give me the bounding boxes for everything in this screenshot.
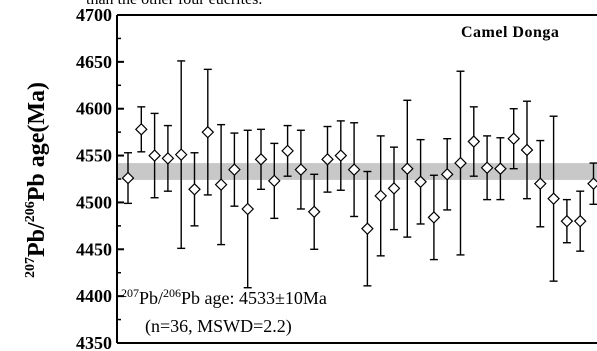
diamond-marker bbox=[387, 182, 401, 195]
diamond-marker bbox=[241, 202, 255, 216]
data-point-3 bbox=[148, 112, 161, 199]
age-annotation-line2: (n=36, MSWD=2.2) bbox=[145, 316, 292, 337]
y-tick-label: 4600 bbox=[76, 99, 112, 119]
y-axis-label: 207Pb/206Pb age(Ma) bbox=[23, 82, 50, 278]
data-point-7 bbox=[201, 68, 215, 196]
diamond-marker bbox=[587, 177, 597, 191]
data-point-34 bbox=[560, 198, 574, 244]
y-label-pb1: Pb/ bbox=[24, 222, 50, 257]
data-point-18 bbox=[347, 122, 361, 218]
diamond-marker bbox=[281, 144, 294, 158]
diamond-marker bbox=[374, 189, 388, 203]
data-point-10 bbox=[241, 129, 255, 289]
data-point-26 bbox=[454, 70, 467, 256]
data-point-20 bbox=[374, 135, 388, 257]
y-label-rest: Pb age(Ma) bbox=[24, 82, 50, 201]
data-point-25 bbox=[440, 138, 454, 211]
data-point-9 bbox=[228, 132, 241, 207]
diamond-marker bbox=[294, 163, 308, 176]
anno-sup-206: 206 bbox=[163, 286, 181, 300]
data-point-2 bbox=[134, 106, 148, 153]
data-point-1 bbox=[121, 152, 135, 205]
y-tick-label: 4450 bbox=[76, 239, 112, 259]
diamond-marker bbox=[520, 143, 534, 157]
diamond-marker bbox=[254, 152, 268, 166]
data-point-30 bbox=[507, 108, 521, 170]
diamond-marker bbox=[321, 152, 334, 166]
y-tick-label: 4400 bbox=[76, 286, 112, 306]
y-label-sup-206: 206 bbox=[23, 201, 38, 222]
data-point-32 bbox=[533, 139, 547, 228]
y-label-sup-207: 207 bbox=[23, 257, 38, 278]
data-point-24 bbox=[427, 174, 441, 261]
diamond-marker bbox=[228, 163, 241, 176]
data-point-14 bbox=[294, 129, 308, 210]
diamond-marker bbox=[560, 214, 574, 228]
diamond-marker bbox=[454, 156, 467, 170]
data-point-35 bbox=[573, 190, 587, 252]
diamond-marker bbox=[440, 167, 454, 181]
diamond-marker bbox=[347, 163, 361, 176]
data-point-17 bbox=[334, 120, 348, 191]
anno-age-text: Pb age: 4533±10Ma bbox=[181, 288, 327, 308]
data-point-27 bbox=[467, 106, 481, 177]
diamond-marker bbox=[214, 178, 228, 191]
diamond-marker bbox=[414, 175, 427, 189]
diamond-marker bbox=[427, 211, 441, 224]
diamond-marker bbox=[121, 171, 135, 185]
diamond-marker bbox=[148, 149, 161, 162]
diamond-marker bbox=[507, 132, 521, 146]
data-point-36 bbox=[587, 162, 597, 206]
data-point-15 bbox=[307, 173, 321, 250]
diamond-marker bbox=[573, 214, 587, 228]
y-ticks: 4350 4400 4450 4500 4550 4600 4650 4700 bbox=[76, 5, 124, 351]
y-tick-label: 4350 bbox=[76, 333, 112, 351]
y-tick-label: 4650 bbox=[76, 52, 112, 72]
diamond-marker bbox=[547, 192, 560, 206]
data-point-23 bbox=[414, 138, 427, 225]
diamond-marker bbox=[494, 162, 507, 176]
diamond-marker bbox=[267, 174, 281, 188]
diamond-marker bbox=[307, 205, 321, 219]
diamond-marker bbox=[134, 122, 148, 136]
data-point-5 bbox=[174, 60, 188, 250]
data-point-31 bbox=[520, 100, 534, 200]
diamond-marker bbox=[174, 148, 188, 161]
data-point-22 bbox=[400, 99, 414, 238]
data-point-6 bbox=[188, 152, 201, 227]
data-points bbox=[121, 60, 597, 289]
data-point-11 bbox=[254, 128, 268, 191]
diamond-marker bbox=[334, 149, 348, 162]
data-point-16 bbox=[321, 125, 334, 193]
clipped-caption-text: than the other four eucrites. bbox=[86, 0, 262, 9]
data-point-8 bbox=[214, 123, 228, 246]
diamond-marker bbox=[188, 182, 201, 196]
y-tick-label: 4700 bbox=[76, 5, 112, 25]
diamond-marker bbox=[161, 152, 175, 165]
age-annotation-line1: 207Pb/206Pb age: 4533±10Ma bbox=[121, 286, 327, 308]
diamond-marker bbox=[480, 161, 494, 175]
diamond-marker bbox=[400, 162, 414, 176]
diamond-marker bbox=[467, 135, 481, 148]
data-point-13 bbox=[281, 124, 294, 177]
y-tick-label: 4550 bbox=[76, 146, 112, 166]
data-point-19 bbox=[361, 170, 374, 287]
diamond-marker bbox=[361, 222, 374, 236]
anno-sup-207: 207 bbox=[121, 286, 139, 300]
data-point-33 bbox=[547, 115, 560, 282]
anno-pb1: Pb/ bbox=[139, 288, 163, 308]
diamond-marker bbox=[533, 177, 547, 191]
data-point-28 bbox=[480, 135, 494, 201]
y-tick-label: 4500 bbox=[76, 192, 112, 212]
data-point-21 bbox=[387, 146, 401, 231]
panel-title: Camel Donga bbox=[461, 24, 559, 41]
data-point-4 bbox=[161, 124, 175, 192]
diamond-marker bbox=[201, 125, 215, 139]
data-point-12 bbox=[267, 142, 281, 220]
data-point-29 bbox=[494, 137, 507, 201]
